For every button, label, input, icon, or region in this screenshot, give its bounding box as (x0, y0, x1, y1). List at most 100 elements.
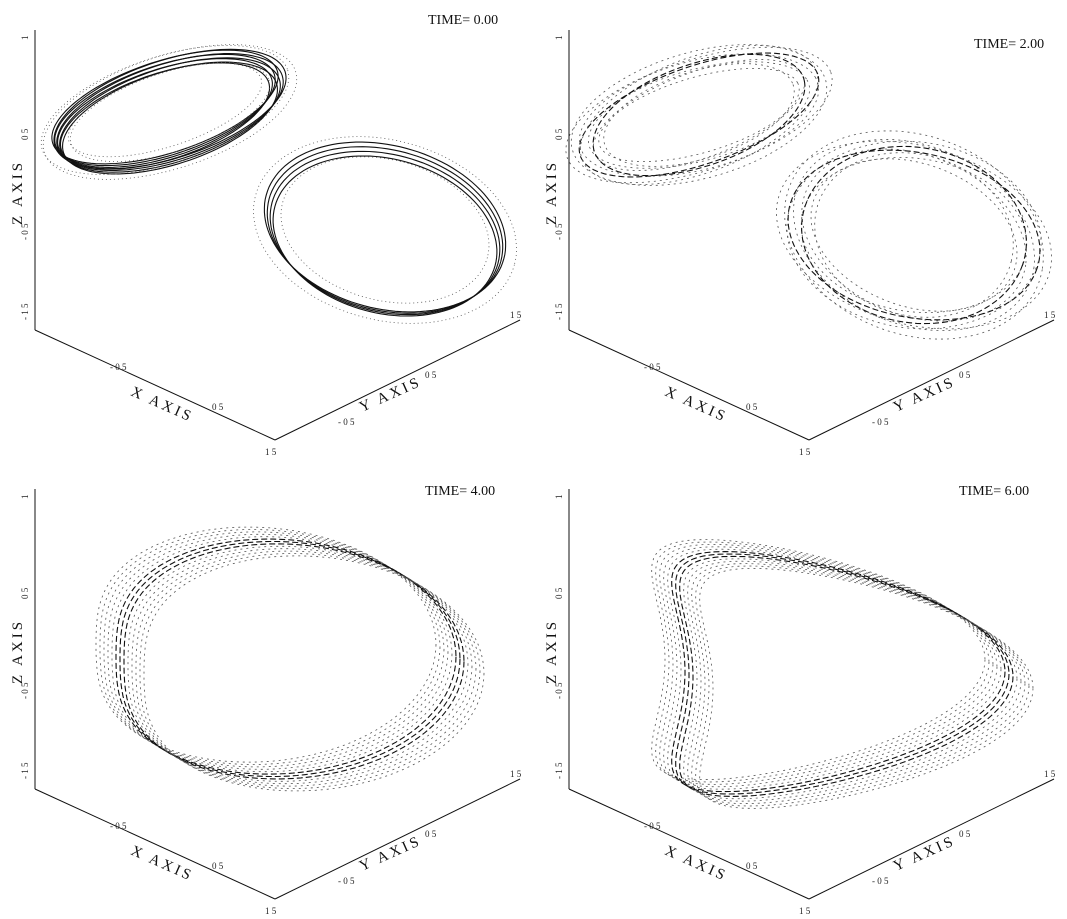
panel-time-2: TIME= 2.00 Z AXIS X AXIS Y AXIS 1 0 5- 0 5- … (534, 0, 1067, 460)
vortex-line (103, 531, 445, 768)
x-axis-title: X AXIS (128, 384, 196, 426)
y-tick-label: - 0 5 (872, 876, 889, 886)
ring-a-line (598, 68, 800, 162)
z-tick-label: 1 (554, 495, 564, 500)
vortex-line (691, 563, 1026, 805)
x-tick-label: 0 5 (212, 861, 224, 871)
vortex-line (675, 553, 1010, 795)
y-axis-line (274, 319, 521, 441)
time-label: TIME= 6.00 (959, 484, 1029, 499)
x-tick-label: - 0 5 (110, 821, 127, 831)
y-tick-label: 1 5 (510, 310, 522, 320)
vortex-line (115, 538, 457, 775)
ring-a-stipple (42, 44, 298, 180)
ring-a-line (592, 59, 806, 171)
time-label: TIME= 0.00 (428, 13, 498, 28)
x-tick-label: - 0 5 (644, 821, 661, 831)
ring-a-line (603, 63, 795, 167)
x-tick-label: 1 5 (799, 447, 811, 457)
vortex-line (123, 543, 465, 780)
ring-a-line (592, 53, 806, 177)
vortex-line (131, 548, 473, 785)
y-axis-line (808, 778, 1055, 900)
y-tick-label: 1 5 (1044, 769, 1056, 779)
ring-b-line (801, 148, 1027, 322)
vortex-line (99, 529, 441, 765)
y-tick-label: 0 5 (959, 370, 971, 380)
x-tick-label: 1 5 (265, 906, 277, 916)
z-tick-label: - 0 5 (554, 223, 564, 240)
vortex-line (95, 526, 437, 763)
vortex-line (683, 558, 1018, 800)
ring-a-line (56, 53, 284, 171)
x-axis-title: X AXIS (128, 843, 196, 885)
ring-a-line (59, 62, 271, 170)
y-tick-label: - 0 5 (338, 876, 355, 886)
ring-a-line (62, 61, 278, 175)
z-axis-title: Z AXIS (544, 160, 560, 225)
vortex-line (127, 545, 469, 782)
y-tick-label: 0 5 (959, 829, 971, 839)
time-label: TIME= 4.00 (425, 484, 495, 499)
x-tick-label: 0 5 (746, 402, 758, 412)
z-tick-label: - 0 5 (20, 682, 30, 699)
z-tick-label: 1 (554, 36, 564, 41)
z-tick-label: - 1 5 (20, 762, 30, 779)
y-tick-label: - 0 5 (338, 417, 355, 427)
ring-a-line (53, 48, 287, 170)
vortex-rings-1 (565, 44, 1052, 340)
ring-b-line (269, 150, 501, 316)
ring-a-line (570, 44, 828, 186)
vortex-line (119, 540, 461, 778)
x-tick-label: 0 5 (212, 402, 224, 412)
ring-b-line (263, 141, 507, 313)
x-axis-line (568, 788, 810, 900)
z-tick-label: - 0 5 (20, 223, 30, 240)
z-tick-label: - 1 5 (554, 762, 564, 779)
z-tick-label: 0 5 (20, 587, 30, 599)
ring-b-line (801, 145, 1027, 325)
vortex-line (699, 567, 1034, 809)
ring-b-line (787, 149, 1041, 321)
vortex-line (135, 550, 477, 787)
y-tick-label: 0 5 (425, 370, 437, 380)
vortex-line (687, 560, 1022, 802)
x-axis-line (34, 329, 276, 441)
vortex-line (663, 546, 998, 788)
vortex-line (111, 536, 453, 773)
ring-a-line (578, 52, 820, 178)
ring-b-line (810, 158, 1018, 312)
panel-time-0: TIME= 0.00 Z AXIS X AXIS Y AXIS 1 0 5- 0 5- … (0, 0, 533, 460)
ring-a-line (587, 61, 811, 169)
x-axis-title: X AXIS (662, 843, 730, 885)
x-tick-label: - 0 5 (644, 362, 661, 372)
vortex-line (667, 548, 1002, 790)
ring-a-stipple (67, 62, 263, 158)
vortex-line (651, 539, 986, 781)
ring-b-stipple (253, 136, 517, 324)
x-axis-title: X AXIS (662, 384, 730, 426)
x-tick-label: 0 5 (746, 861, 758, 871)
z-axis-title: Z AXIS (10, 160, 26, 225)
x-axis-line (34, 788, 276, 900)
y-tick-label: 1 5 (510, 769, 522, 779)
ring-b-line (786, 140, 1042, 330)
vortex-line (695, 565, 1030, 807)
y-tick-label: - 0 5 (872, 417, 889, 427)
ring-a-stipple (40, 44, 290, 176)
z-tick-label: - 0 5 (554, 682, 564, 699)
vortex-line (143, 555, 485, 792)
panel-time-4: TIME= 4.00 Z AXIS X AXIS Y AXIS 1 0 5- 0 5- … (0, 459, 533, 919)
z-tick-label: 0 5 (554, 587, 564, 599)
z-tick-label: - 1 5 (554, 303, 564, 320)
ring-a-line (579, 45, 819, 185)
z-tick-label: 1 (20, 36, 30, 41)
ring-b-line (266, 146, 504, 314)
panel-time-6: TIME= 6.00 Z AXIS X AXIS Y AXIS 1 0 5- 0 5- … (534, 459, 1067, 919)
ring-b-line (793, 138, 1035, 332)
